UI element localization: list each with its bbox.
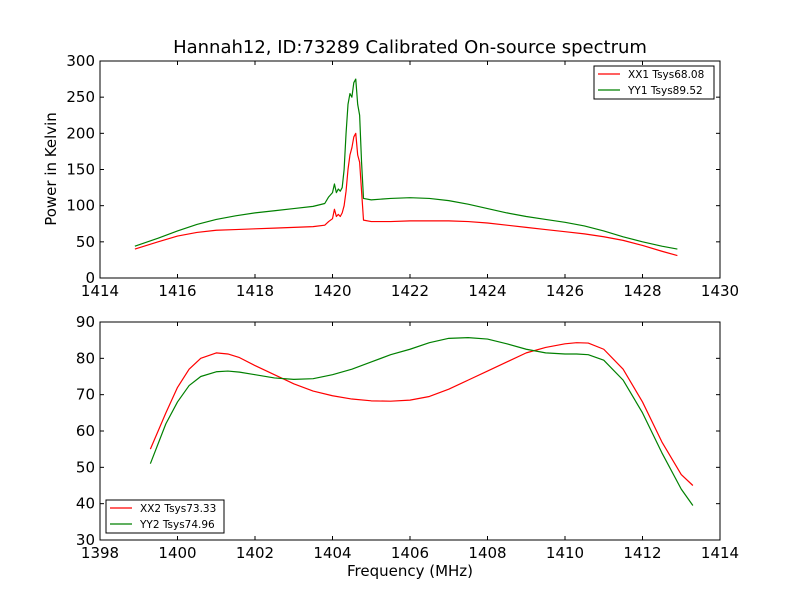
bottom-x-tick-label: 1410 [546,544,584,562]
top-y-tick-label: 200 [66,124,95,142]
top-y-tick-label: 300 [66,52,95,70]
bottom-y-tick-label: 70 [76,386,95,404]
top-panel: Hannah12, ID:73289 Calibrated On-source … [42,37,739,300]
bottom-x-tick-label: 1406 [391,544,429,562]
top-legend-box [593,65,715,100]
top-x-tick-label: 1420 [313,282,351,300]
top-legend-label-xx1: XX1 Tsys68.08 [628,69,704,81]
top-series-line-1 [134,132,678,257]
bottom-series-line-1 [149,342,694,486]
top-x-tick-label: 1414 [81,282,119,300]
top-axis-ticks: 1414 1416 1418 1420 1422 1424 1426 1428 1430 0 50 1… [66,52,739,300]
top-y-tick-label: 250 [66,88,95,106]
top-x-tick-label: 1430 [701,282,739,300]
bottom-legend: XX2 Tsys73.33 YY2 Tsys74.96 [105,499,225,534]
bottom-y-tick-label: 50 [76,458,95,476]
bottom-x-tick-label: 1408 [468,544,506,562]
top-series-line-2 [134,78,678,250]
bottom-x-tick-label: 1412 [623,544,661,562]
bottom-x-axis-label: Frequency (MHz) [347,562,473,580]
bottom-y-tick-label: 80 [76,349,95,367]
bottom-x-tick-label: 1402 [236,544,274,562]
top-plot-lines [134,78,678,257]
top-y-tick-label: 0 [85,269,95,287]
top-y-tick-label: 100 [66,197,95,215]
top-x-tick-label: 1426 [546,282,584,300]
top-x-tick-label: 1424 [468,282,506,300]
top-x-tick-label: 1428 [623,282,661,300]
top-x-tick-label: 1416 [158,282,196,300]
bottom-y-tick-label: 30 [76,531,95,549]
bottom-y-tick-label: 60 [76,422,95,440]
bottom-x-tick-label: 1404 [313,544,351,562]
bottom-x-tick-label: 1398 [81,544,119,562]
bottom-x-tick-label: 1400 [158,544,196,562]
bottom-panel: 1398 1400 1402 1404 1406 1408 1410 1412 1414 30 40… [76,313,739,580]
top-legend: XX1 Tsys68.08 YY1 Tsys89.52 [593,65,715,100]
bottom-y-tick-label: 40 [76,495,95,513]
top-plot-frame [99,60,721,279]
bottom-series-line-2 [149,337,694,506]
top-legend-label-yy1: YY1 Tsys89.52 [627,85,703,97]
bottom-legend-box [105,499,225,534]
bottom-axis-ticks: 1398 1400 1402 1404 1406 1408 1410 1412 1414 30 40… [76,313,739,562]
bottom-plot-frame [99,321,721,541]
bottom-legend-label-yy2: YY2 Tsys74.96 [139,519,215,531]
bottom-legend-label-xx2: XX2 Tsys73.33 [140,503,216,515]
bottom-y-tick-label: 90 [76,313,95,331]
top-x-tick-label: 1418 [236,282,274,300]
top-x-tick-label: 1422 [391,282,429,300]
top-chart-title: Hannah12, ID:73289 Calibrated On-source … [173,37,647,58]
top-y-tick-label: 150 [66,161,95,179]
bottom-plot-lines [149,337,694,506]
top-y-axis-label: Power in Kelvin [42,112,60,226]
top-y-tick-label: 50 [76,233,95,251]
bottom-x-tick-label: 1414 [701,544,739,562]
